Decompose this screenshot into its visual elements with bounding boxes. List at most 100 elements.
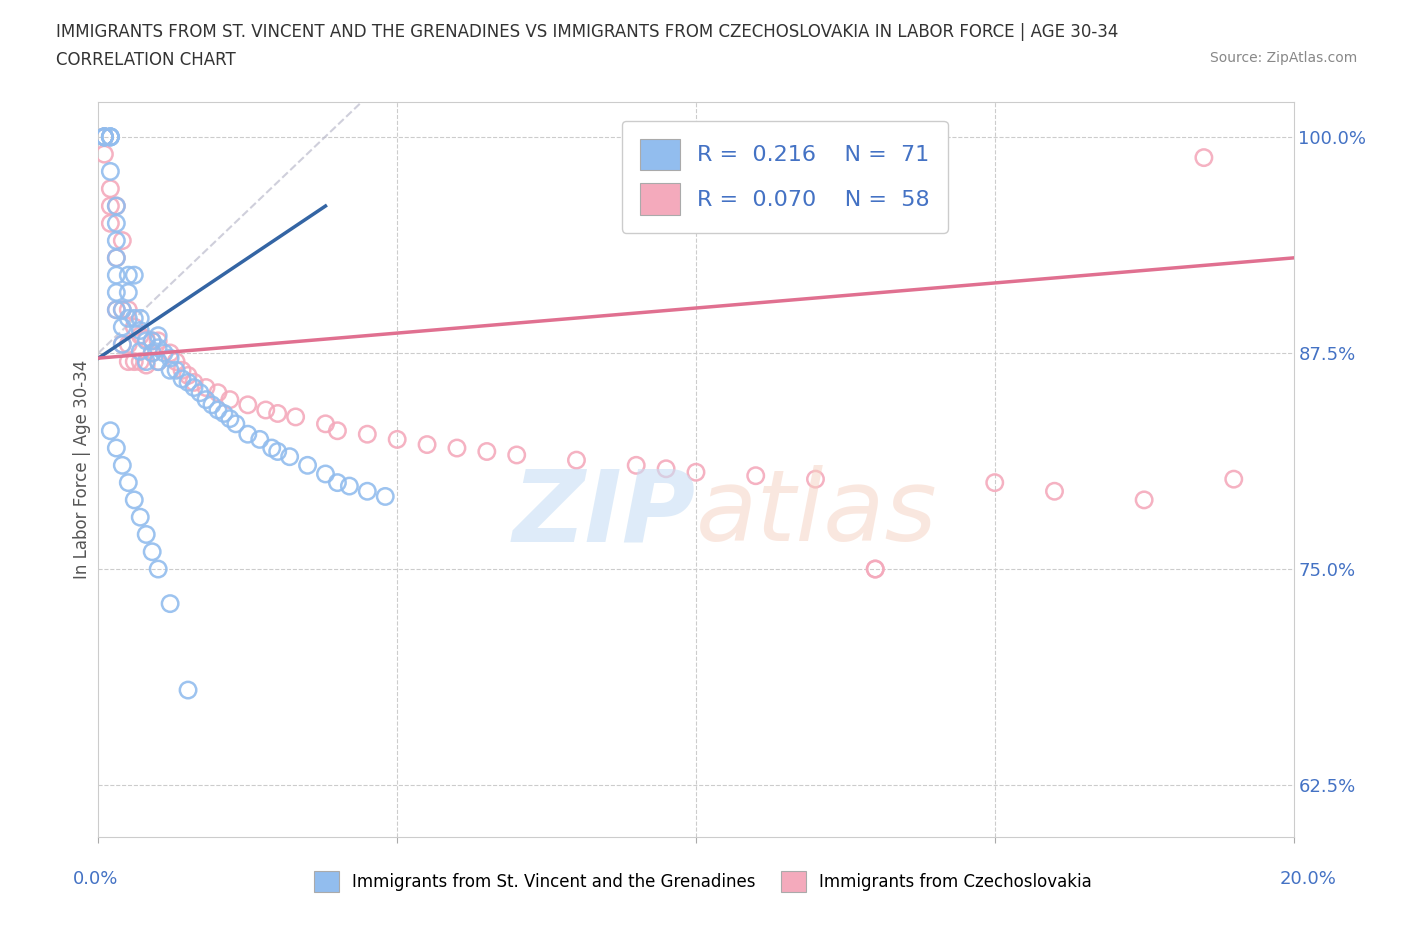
Point xyxy=(278,449,301,464)
Point xyxy=(207,385,229,400)
Point xyxy=(141,346,163,361)
Point xyxy=(124,311,146,325)
Point xyxy=(865,562,887,577)
Point xyxy=(117,354,139,369)
Point xyxy=(183,375,205,390)
Point xyxy=(1133,493,1156,508)
Point xyxy=(267,444,290,458)
Point xyxy=(124,493,146,508)
Text: CORRELATION CHART: CORRELATION CHART xyxy=(56,51,236,69)
Point xyxy=(111,302,134,317)
Point xyxy=(111,302,134,317)
Point xyxy=(135,527,157,542)
Point xyxy=(159,351,181,365)
Point xyxy=(93,129,115,144)
Point xyxy=(148,328,170,343)
Text: 20.0%: 20.0% xyxy=(1279,870,1336,888)
Point xyxy=(172,363,194,378)
Point xyxy=(207,403,229,418)
Point xyxy=(356,427,378,442)
Point xyxy=(117,337,139,352)
Point xyxy=(105,199,128,214)
Point xyxy=(236,397,259,412)
Point xyxy=(135,354,157,369)
Point xyxy=(141,544,163,559)
Point xyxy=(98,129,122,144)
Point xyxy=(117,268,139,283)
Point xyxy=(148,354,170,369)
Point xyxy=(105,285,128,299)
Point xyxy=(124,320,146,335)
Point xyxy=(111,337,134,352)
Point xyxy=(105,199,128,214)
Point xyxy=(254,403,277,418)
Point xyxy=(111,233,134,248)
Point xyxy=(1192,150,1215,165)
Point xyxy=(475,444,498,458)
Point xyxy=(93,129,115,144)
Point xyxy=(117,285,139,299)
Point xyxy=(267,406,290,421)
Point xyxy=(188,385,211,400)
Point xyxy=(141,334,163,349)
Point xyxy=(195,392,218,407)
Point xyxy=(124,268,146,283)
Point xyxy=(177,683,200,698)
Point xyxy=(159,363,181,378)
Point xyxy=(565,453,588,468)
Point xyxy=(98,216,122,231)
Point xyxy=(804,472,827,486)
Point xyxy=(129,311,152,325)
Point xyxy=(111,320,134,335)
Text: IMMIGRANTS FROM ST. VINCENT AND THE GRENADINES VS IMMIGRANTS FROM CZECHOSLOVAKIA: IMMIGRANTS FROM ST. VINCENT AND THE GREN… xyxy=(56,23,1119,41)
Point xyxy=(93,129,115,144)
Point xyxy=(165,363,187,378)
Point xyxy=(865,562,887,577)
Point xyxy=(416,437,439,452)
Point xyxy=(105,250,128,265)
Point xyxy=(117,302,139,317)
Point xyxy=(135,334,157,349)
Point xyxy=(655,461,678,476)
Point xyxy=(153,346,176,361)
Point xyxy=(98,129,122,144)
Point xyxy=(111,337,134,352)
Point xyxy=(98,423,122,438)
Point xyxy=(129,344,152,359)
Text: Source: ZipAtlas.com: Source: ZipAtlas.com xyxy=(1209,51,1357,65)
Point xyxy=(98,199,122,214)
Point xyxy=(236,427,259,442)
Point xyxy=(93,129,115,144)
Point xyxy=(111,458,134,472)
Point xyxy=(356,484,378,498)
Point xyxy=(1043,484,1066,498)
Point xyxy=(172,371,194,386)
Point xyxy=(98,129,122,144)
Text: 0.0%: 0.0% xyxy=(73,870,118,888)
Y-axis label: In Labor Force | Age 30-34: In Labor Force | Age 30-34 xyxy=(73,360,91,579)
Point xyxy=(219,411,242,426)
Point xyxy=(129,510,152,525)
Point xyxy=(745,469,768,484)
Point xyxy=(183,380,205,395)
Point xyxy=(506,447,529,462)
Point xyxy=(98,129,122,144)
Point xyxy=(105,268,128,283)
Point xyxy=(93,129,115,144)
Point xyxy=(129,328,152,343)
Point xyxy=(93,129,115,144)
Point xyxy=(105,302,128,317)
Point xyxy=(225,417,247,432)
Point xyxy=(165,354,187,369)
Point xyxy=(148,562,170,577)
Point xyxy=(326,475,349,490)
Point xyxy=(326,423,349,438)
Legend: R =  0.216    N =  71, R =  0.070    N =  58: R = 0.216 N = 71, R = 0.070 N = 58 xyxy=(621,121,948,232)
Point xyxy=(195,380,218,395)
Point xyxy=(177,375,200,390)
Point xyxy=(339,479,361,494)
Point xyxy=(117,311,139,325)
Legend: Immigrants from St. Vincent and the Grenadines, Immigrants from Czechoslovakia: Immigrants from St. Vincent and the Gren… xyxy=(308,865,1098,898)
Point xyxy=(105,216,128,231)
Point xyxy=(374,489,396,504)
